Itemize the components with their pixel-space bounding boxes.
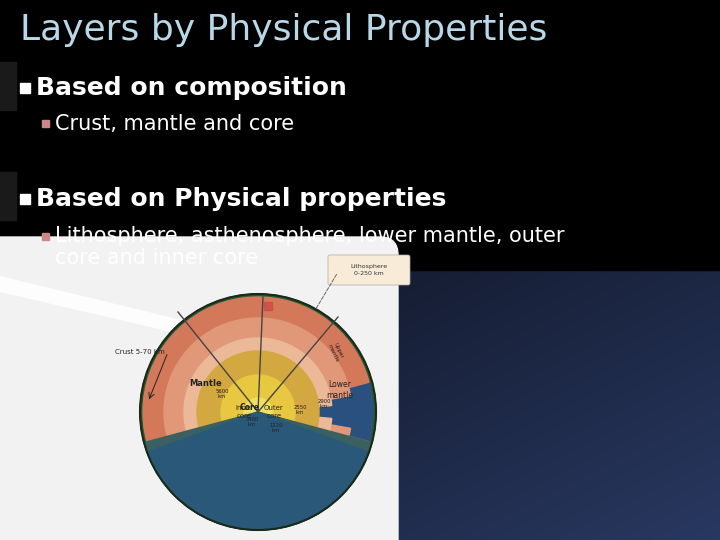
Bar bbox=[0, 62, 16, 110]
Text: Layers by Physical Properties: Layers by Physical Properties bbox=[20, 13, 547, 47]
Text: 2900
km: 2900 km bbox=[318, 399, 330, 409]
Text: Crust 5-70 km: Crust 5-70 km bbox=[115, 349, 165, 355]
Text: Outer
core: Outer core bbox=[264, 406, 284, 419]
Wedge shape bbox=[221, 375, 295, 449]
Text: 5600
km: 5600 km bbox=[215, 389, 229, 400]
Text: Lithosphere
0-250 km: Lithosphere 0-250 km bbox=[351, 265, 387, 275]
Wedge shape bbox=[197, 351, 319, 473]
Wedge shape bbox=[147, 412, 369, 530]
Text: 1220
km: 1220 km bbox=[269, 423, 283, 434]
Wedge shape bbox=[143, 297, 369, 527]
FancyBboxPatch shape bbox=[0, 237, 398, 540]
Text: Lithosphere, asthenosphere, lower mantle, outer: Lithosphere, asthenosphere, lower mantle… bbox=[55, 226, 564, 246]
Wedge shape bbox=[144, 412, 372, 530]
Text: Core: Core bbox=[240, 402, 260, 411]
Wedge shape bbox=[184, 338, 332, 486]
Bar bbox=[0, 0, 720, 270]
Wedge shape bbox=[164, 318, 351, 506]
Text: 2550
km: 2550 km bbox=[293, 404, 307, 415]
Circle shape bbox=[140, 294, 376, 530]
Text: Based on Physical properties: Based on Physical properties bbox=[36, 187, 446, 211]
Text: Upper
mantle: Upper mantle bbox=[327, 341, 345, 363]
Text: Lower
mantle: Lower mantle bbox=[326, 380, 354, 400]
Bar bbox=[20, 83, 30, 93]
Text: 3480
km: 3480 km bbox=[246, 416, 258, 427]
Bar bbox=[0, 172, 16, 220]
Polygon shape bbox=[0, 276, 190, 335]
Bar bbox=[42, 233, 49, 240]
Bar bbox=[264, 302, 272, 310]
Text: Based on composition: Based on composition bbox=[36, 76, 347, 100]
Circle shape bbox=[244, 398, 272, 426]
Bar bbox=[42, 120, 49, 127]
Circle shape bbox=[143, 297, 373, 527]
Text: Inner
core: Inner core bbox=[235, 406, 253, 419]
Text: Crust, mantle and core: Crust, mantle and core bbox=[55, 114, 294, 134]
Bar bbox=[20, 194, 30, 204]
Text: core and inner core: core and inner core bbox=[55, 248, 258, 268]
Text: Mantle: Mantle bbox=[189, 380, 222, 388]
FancyBboxPatch shape bbox=[328, 255, 410, 285]
